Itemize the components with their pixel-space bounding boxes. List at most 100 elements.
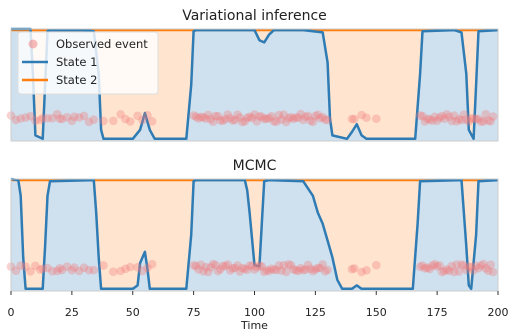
observed-event-point — [67, 116, 77, 126]
observed-event-point — [294, 113, 303, 122]
observed-event-point — [38, 113, 47, 123]
observed-event-point — [362, 266, 371, 275]
observed-event-point — [279, 110, 289, 119]
observed-event-point — [323, 115, 332, 125]
observed-event-point — [418, 111, 427, 121]
observed-event-point — [116, 110, 125, 119]
panel-1: Variational inference — [6, 8, 499, 142]
observed-event-point — [240, 264, 250, 274]
observed-event-point — [21, 113, 30, 122]
observed-event-point — [203, 110, 213, 120]
observed-event-point — [216, 116, 225, 125]
observed-event-point — [133, 262, 142, 272]
observed-event-point — [447, 261, 457, 271]
plot-frame — [10, 28, 499, 142]
observed-event-point — [133, 111, 142, 121]
observed-event-point — [306, 264, 315, 274]
observed-event-point — [191, 112, 201, 121]
legend-box — [17, 31, 159, 95]
observed-event-point — [126, 117, 135, 126]
observed-event-point — [274, 110, 284, 120]
observed-event-point — [213, 266, 223, 276]
observed-event-point — [143, 263, 152, 273]
observed-event-point — [437, 267, 447, 277]
x-tick-label: 150 — [366, 306, 387, 319]
observed-event-point — [242, 265, 252, 275]
observed-event-point — [57, 114, 67, 124]
observed-event-point — [213, 111, 223, 121]
observed-event-point — [350, 114, 359, 124]
observed-event-point — [281, 267, 291, 277]
observed-event-point — [294, 266, 303, 276]
observed-event-point — [474, 114, 483, 124]
observed-event-point — [138, 266, 147, 276]
observed-event-point — [464, 262, 474, 272]
observed-event-point — [267, 264, 276, 274]
observed-event-point — [233, 261, 242, 270]
observed-event-point — [315, 263, 325, 273]
x-tick-label: 175 — [427, 306, 448, 319]
observed-event-point — [289, 265, 298, 274]
observed-event-point — [357, 267, 366, 277]
observed-event-point — [259, 267, 269, 277]
observed-event-point — [301, 265, 310, 274]
observed-event-point — [469, 266, 478, 275]
observed-event-point — [303, 111, 313, 121]
observed-event-point — [471, 114, 481, 124]
x-tick-label: 50 — [126, 306, 140, 319]
observed-event-point — [445, 266, 454, 276]
observed-event-point — [474, 263, 483, 273]
observed-event-point — [306, 116, 315, 125]
observed-event-point — [264, 113, 274, 123]
observed-event-point — [216, 264, 225, 274]
observed-event-point — [318, 112, 328, 122]
observed-event-point — [38, 264, 47, 274]
observed-event-point — [296, 263, 306, 273]
observed-event-point — [264, 266, 274, 276]
observed-event-point — [84, 117, 94, 127]
observed-event-point — [121, 264, 130, 274]
observed-event-point — [476, 261, 486, 271]
observed-event-point — [418, 261, 427, 270]
observed-event-point — [286, 260, 296, 270]
observed-event-point — [223, 260, 232, 269]
x-axis: 0 25 50 75 100 125 150 175 200 Time — [8, 291, 509, 331]
observed-event-point — [272, 265, 281, 275]
observed-event-point — [488, 112, 498, 121]
observed-event-point — [221, 261, 230, 271]
observed-event-point — [279, 260, 289, 270]
observed-event-point — [225, 113, 235, 123]
observed-event-point — [26, 267, 35, 276]
state1-line — [11, 27, 499, 141]
observed-event-point — [423, 114, 432, 124]
observed-event-point — [252, 263, 262, 272]
observed-event-point — [245, 261, 254, 271]
observed-event-point — [199, 112, 208, 122]
observed-event-point — [43, 263, 52, 273]
observed-event-point — [43, 113, 52, 123]
observed-event-point — [471, 261, 481, 271]
observed-event-point — [372, 114, 381, 123]
observed-event-point — [435, 261, 444, 270]
legend-label-state1: State 1 — [56, 55, 97, 69]
observed-event-point — [445, 112, 454, 122]
observed-event-point — [454, 114, 464, 124]
observed-event-point — [218, 116, 228, 126]
observed-event-point — [74, 113, 84, 122]
observed-event-point — [55, 264, 64, 273]
observed-event-point — [484, 116, 493, 125]
observed-event-point — [488, 267, 498, 277]
observed-event-point — [315, 113, 325, 123]
observed-event-point — [223, 110, 232, 119]
observed-event-point — [281, 117, 291, 127]
observed-event-point — [449, 267, 459, 277]
observed-event-point — [230, 263, 240, 273]
observed-event-point — [308, 117, 318, 127]
observed-event-point — [252, 117, 262, 126]
observed-event-point — [189, 261, 198, 270]
observed-event-point — [286, 112, 296, 122]
observed-event-point — [255, 112, 264, 121]
observed-event-point — [428, 261, 437, 270]
panels: Variational inference MCMC 0 25 50 75 100 125 15… — [6, 8, 509, 331]
observed-event-point — [250, 110, 259, 119]
